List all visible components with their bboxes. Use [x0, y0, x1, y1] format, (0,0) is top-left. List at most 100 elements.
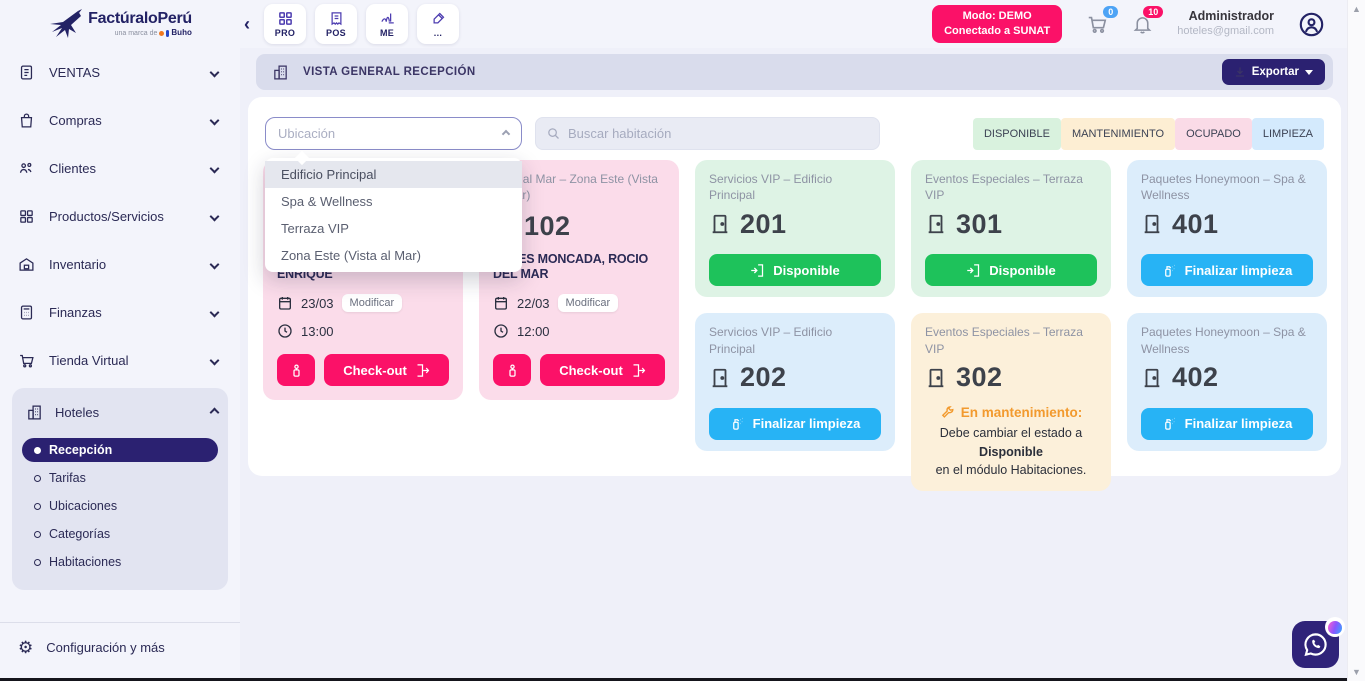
bullet-icon	[34, 474, 41, 482]
room-card: Servicios VIP – Edificio Principal 201 D…	[695, 160, 895, 298]
door-icon	[1141, 367, 1163, 389]
room-cards-grid: ENRIQUE 23/03 Modificar 13:00 Check-out	[263, 160, 1327, 491]
avatar[interactable]	[1298, 11, 1325, 38]
signature-icon	[380, 11, 395, 26]
room-card: Eventos Especiales – Terraza VIP 301 Dis…	[911, 160, 1111, 298]
download-icon	[1234, 66, 1246, 78]
door-icon	[709, 367, 731, 389]
modify-button[interactable]: Modificar	[557, 294, 619, 312]
sidebar-item-finanzas[interactable]: Finanzas	[0, 288, 240, 336]
checkout-button[interactable]: Check-out	[540, 354, 665, 386]
sidebar-item-hoteles[interactable]: Hoteles	[12, 390, 228, 434]
door-hanger-icon	[289, 363, 304, 378]
page-scrollbar[interactable]: ▲ ▼	[1347, 0, 1365, 681]
room-card: Paquetes Honeymoon – Spa & Wellness 401 …	[1127, 160, 1327, 298]
location-select[interactable]	[265, 117, 522, 150]
document-icon	[18, 64, 35, 81]
checkin-date: 22/03	[517, 295, 550, 311]
room-search[interactable]	[535, 117, 880, 150]
chevron-down-icon	[209, 115, 220, 125]
nav-button-pos[interactable]: POS	[315, 4, 357, 44]
chevron-down-icon	[209, 355, 220, 365]
door-icon	[925, 213, 947, 235]
calendar-icon	[277, 295, 293, 311]
brand-logo[interactable]: FactúraloPerú una marca de Buho	[0, 8, 240, 40]
door-hanger-icon	[505, 363, 520, 378]
modify-button[interactable]: Modificar	[341, 294, 403, 312]
door-hanger-button[interactable]	[277, 354, 315, 386]
dropdown-option-zona-este[interactable]: Zona Este (Vista al Mar)	[281, 248, 421, 263]
dropdown-option-terraza-vip[interactable]: Terraza VIP	[281, 221, 349, 236]
sidebar-item-configuracion[interactable]: ⚙ Configuración y más	[0, 622, 240, 674]
finish-cleaning-button[interactable]: Finalizar limpieza	[1141, 407, 1313, 440]
user-email: hoteles@gmail.com	[1177, 24, 1274, 37]
disponible-button[interactable]: Disponible	[709, 254, 881, 287]
room-number: 202	[740, 362, 787, 393]
chevron-down-icon	[209, 163, 220, 173]
chevron-down-icon	[209, 211, 220, 221]
sidebar-item-ventas[interactable]: VENTAS	[0, 48, 240, 96]
whatsapp-button[interactable]	[1292, 617, 1345, 668]
checkin-time: 12:00	[517, 323, 550, 339]
spray-bottle-icon	[1162, 416, 1177, 431]
room-number: 102	[524, 210, 571, 241]
legend-limpieza: LIMPIEZA	[1251, 117, 1324, 150]
sidebar-collapse-button[interactable]: ‹	[244, 14, 250, 34]
dropdown-option-spa-wellness[interactable]: Spa & Wellness	[281, 194, 373, 209]
door-enter-icon	[966, 263, 981, 278]
door-exit-icon	[631, 363, 646, 378]
room-search-input[interactable]	[568, 126, 869, 141]
nav-button-pro[interactable]: PRO	[264, 4, 306, 44]
sidebar-item-productos[interactable]: Productos/Servicios	[0, 192, 240, 240]
legend-ocupado: OCUPADO	[1175, 117, 1252, 150]
grid-icon	[18, 208, 35, 225]
door-hanger-button[interactable]	[493, 354, 531, 386]
location-input[interactable]	[278, 126, 503, 141]
people-icon	[18, 160, 35, 177]
buho-bar-icon	[166, 29, 170, 37]
scroll-up-icon[interactable]: ▲	[1352, 4, 1361, 14]
dropdown-option-edificio-principal[interactable]: Edificio Principal	[265, 161, 522, 188]
shopping-bag-icon	[18, 112, 35, 129]
bullet-icon	[34, 530, 41, 538]
nav-button-me[interactable]: ME	[366, 4, 408, 44]
sidebar-item-tienda-virtual[interactable]: Tienda Virtual	[0, 336, 240, 384]
finish-cleaning-button[interactable]: Finalizar limpieza	[1141, 254, 1313, 287]
cart-count-badge: 0	[1103, 6, 1119, 18]
scroll-down-icon[interactable]: ▼	[1352, 667, 1361, 677]
demo-mode-badge[interactable]: Modo: DEMO Conectado a SUNAT	[932, 5, 1063, 43]
disponible-button[interactable]: Disponible	[925, 254, 1097, 287]
guest-name: REYES MONCADA, ROCIO DEL MAR	[493, 251, 649, 282]
sidebar-item-ubicaciones[interactable]: Ubicaciones	[22, 494, 218, 518]
chevron-down-icon	[209, 67, 220, 77]
export-button[interactable]: Exportar	[1221, 59, 1325, 85]
sidebar-item-habitaciones[interactable]: Habitaciones	[22, 550, 218, 574]
status-legend: DISPONIBLE MANTENIMIENTO OCUPADO LIMPIEZ…	[972, 117, 1324, 150]
ai-assistant-badge	[1325, 617, 1345, 637]
sidebar-item-clientes[interactable]: Clientes	[0, 144, 240, 192]
search-icon	[546, 126, 561, 141]
sidebar-item-inventario[interactable]: Inventario	[0, 240, 240, 288]
door-enter-icon	[750, 263, 765, 278]
notification-count-badge: 10	[1143, 6, 1164, 18]
checkin-time: 13:00	[301, 323, 334, 339]
sidebar-item-categorias[interactable]: Categorías	[22, 522, 218, 546]
clock-icon	[493, 323, 509, 339]
checkout-button[interactable]: Check-out	[324, 354, 449, 386]
warehouse-icon	[18, 256, 35, 273]
nav-button-more[interactable]: ...	[417, 4, 459, 44]
finish-cleaning-button[interactable]: Finalizar limpieza	[709, 407, 881, 440]
bullet-icon	[34, 558, 41, 566]
user-info: Administrador hoteles@gmail.com	[1177, 9, 1274, 38]
sidebar-item-compras[interactable]: Compras	[0, 96, 240, 144]
app-switcher: PRO POS ME ...	[264, 4, 459, 44]
notifications-button[interactable]: 10	[1132, 6, 1164, 35]
room-number: 201	[740, 208, 787, 239]
cart-button[interactable]: 0	[1086, 6, 1119, 35]
door-icon	[709, 213, 731, 235]
sidebar-item-recepcion[interactable]: Recepción	[22, 438, 218, 462]
bullet-icon	[34, 446, 41, 454]
sidebar-item-tarifas[interactable]: Tarifas	[22, 466, 218, 490]
checkin-date: 23/03	[301, 295, 334, 311]
wrench-icon	[940, 405, 955, 420]
